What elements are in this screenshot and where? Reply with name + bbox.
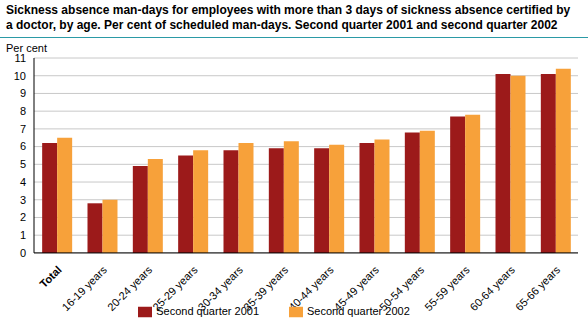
svg-text:Total: Total xyxy=(37,263,63,289)
svg-text:3: 3 xyxy=(20,194,26,206)
svg-text:20-24 years: 20-24 years xyxy=(105,263,155,313)
svg-text:9: 9 xyxy=(20,87,26,99)
svg-text:16-19 years: 16-19 years xyxy=(60,263,110,313)
svg-text:5: 5 xyxy=(20,158,26,170)
svg-text:11: 11 xyxy=(15,54,26,64)
svg-text:1: 1 xyxy=(20,229,26,241)
svg-text:0: 0 xyxy=(20,247,26,259)
svg-text:55-59 years: 55-59 years xyxy=(422,263,472,313)
svg-text:45-49 years: 45-49 years xyxy=(332,263,382,313)
svg-text:40-44 years: 40-44 years xyxy=(286,263,336,313)
svg-text:8: 8 xyxy=(20,105,26,117)
svg-text:50-54 years: 50-54 years xyxy=(377,263,427,313)
svg-text:4: 4 xyxy=(20,176,26,188)
svg-text:10: 10 xyxy=(14,70,26,82)
svg-text:65-66 years: 65-66 years xyxy=(513,263,563,313)
svg-text:2: 2 xyxy=(20,211,26,223)
svg-text:25-29 years: 25-29 years xyxy=(150,263,200,313)
svg-text:7: 7 xyxy=(20,123,26,135)
svg-text:6: 6 xyxy=(20,140,26,152)
svg-text:30-34 years: 30-34 years xyxy=(196,263,246,313)
svg-text:35-39 years: 35-39 years xyxy=(241,263,291,313)
svg-text:60-64 years: 60-64 years xyxy=(468,263,518,313)
